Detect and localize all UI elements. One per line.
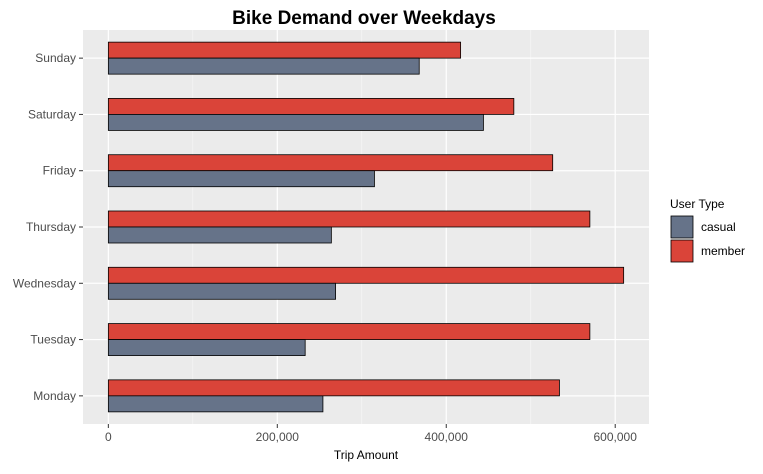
chart-title: Bike Demand over Weekdays	[232, 8, 496, 29]
bar-casual-sunday	[107, 57, 420, 75]
bar-member-friday	[107, 154, 554, 172]
bar-member-wednesday	[107, 266, 625, 284]
bar-member-sunday	[107, 41, 462, 59]
bars	[107, 41, 625, 413]
bar-casual-wednesday	[107, 282, 336, 300]
bar-casual-saturday	[107, 114, 484, 131]
y-tick-label: Friday	[43, 164, 76, 178]
y-axis: Monday Tuesday Wednesday Thursday Friday Satu…	[13, 51, 83, 403]
bar-casual-friday	[107, 170, 375, 188]
bar-casual-thursday	[107, 226, 332, 244]
legend-title: User Type	[670, 197, 725, 211]
x-axis: 0 200,000 400,000 600,000	[105, 424, 637, 444]
x-tick-label: 0	[105, 430, 112, 444]
x-axis-label: Trip Amount	[334, 448, 399, 462]
legend-label-member: member	[701, 244, 745, 258]
y-tick-label: Monday	[33, 389, 76, 403]
bar-casual-tuesday	[107, 339, 306, 356]
x-tick-label: 400,000	[425, 430, 469, 444]
x-tick-label: 600,000	[594, 430, 638, 444]
legend: User Type casual member	[670, 197, 745, 263]
y-tick-label: Sunday	[35, 51, 76, 65]
bar-member-monday	[107, 379, 560, 397]
bar-member-saturday	[107, 98, 515, 115]
bar-member-thursday	[107, 210, 591, 228]
legend-label-casual: casual	[701, 220, 736, 234]
legend-key-member	[670, 239, 694, 263]
bar-member-tuesday	[107, 323, 591, 340]
y-tick-label: Thursday	[26, 220, 76, 234]
y-tick-label: Saturday	[28, 107, 76, 121]
y-tick-label: Tuesday	[30, 333, 76, 347]
y-tick-label: Wednesday	[13, 276, 76, 290]
legend-key-casual	[670, 215, 694, 239]
x-tick-label: 200,000	[256, 430, 300, 444]
bar-casual-monday	[107, 395, 324, 413]
